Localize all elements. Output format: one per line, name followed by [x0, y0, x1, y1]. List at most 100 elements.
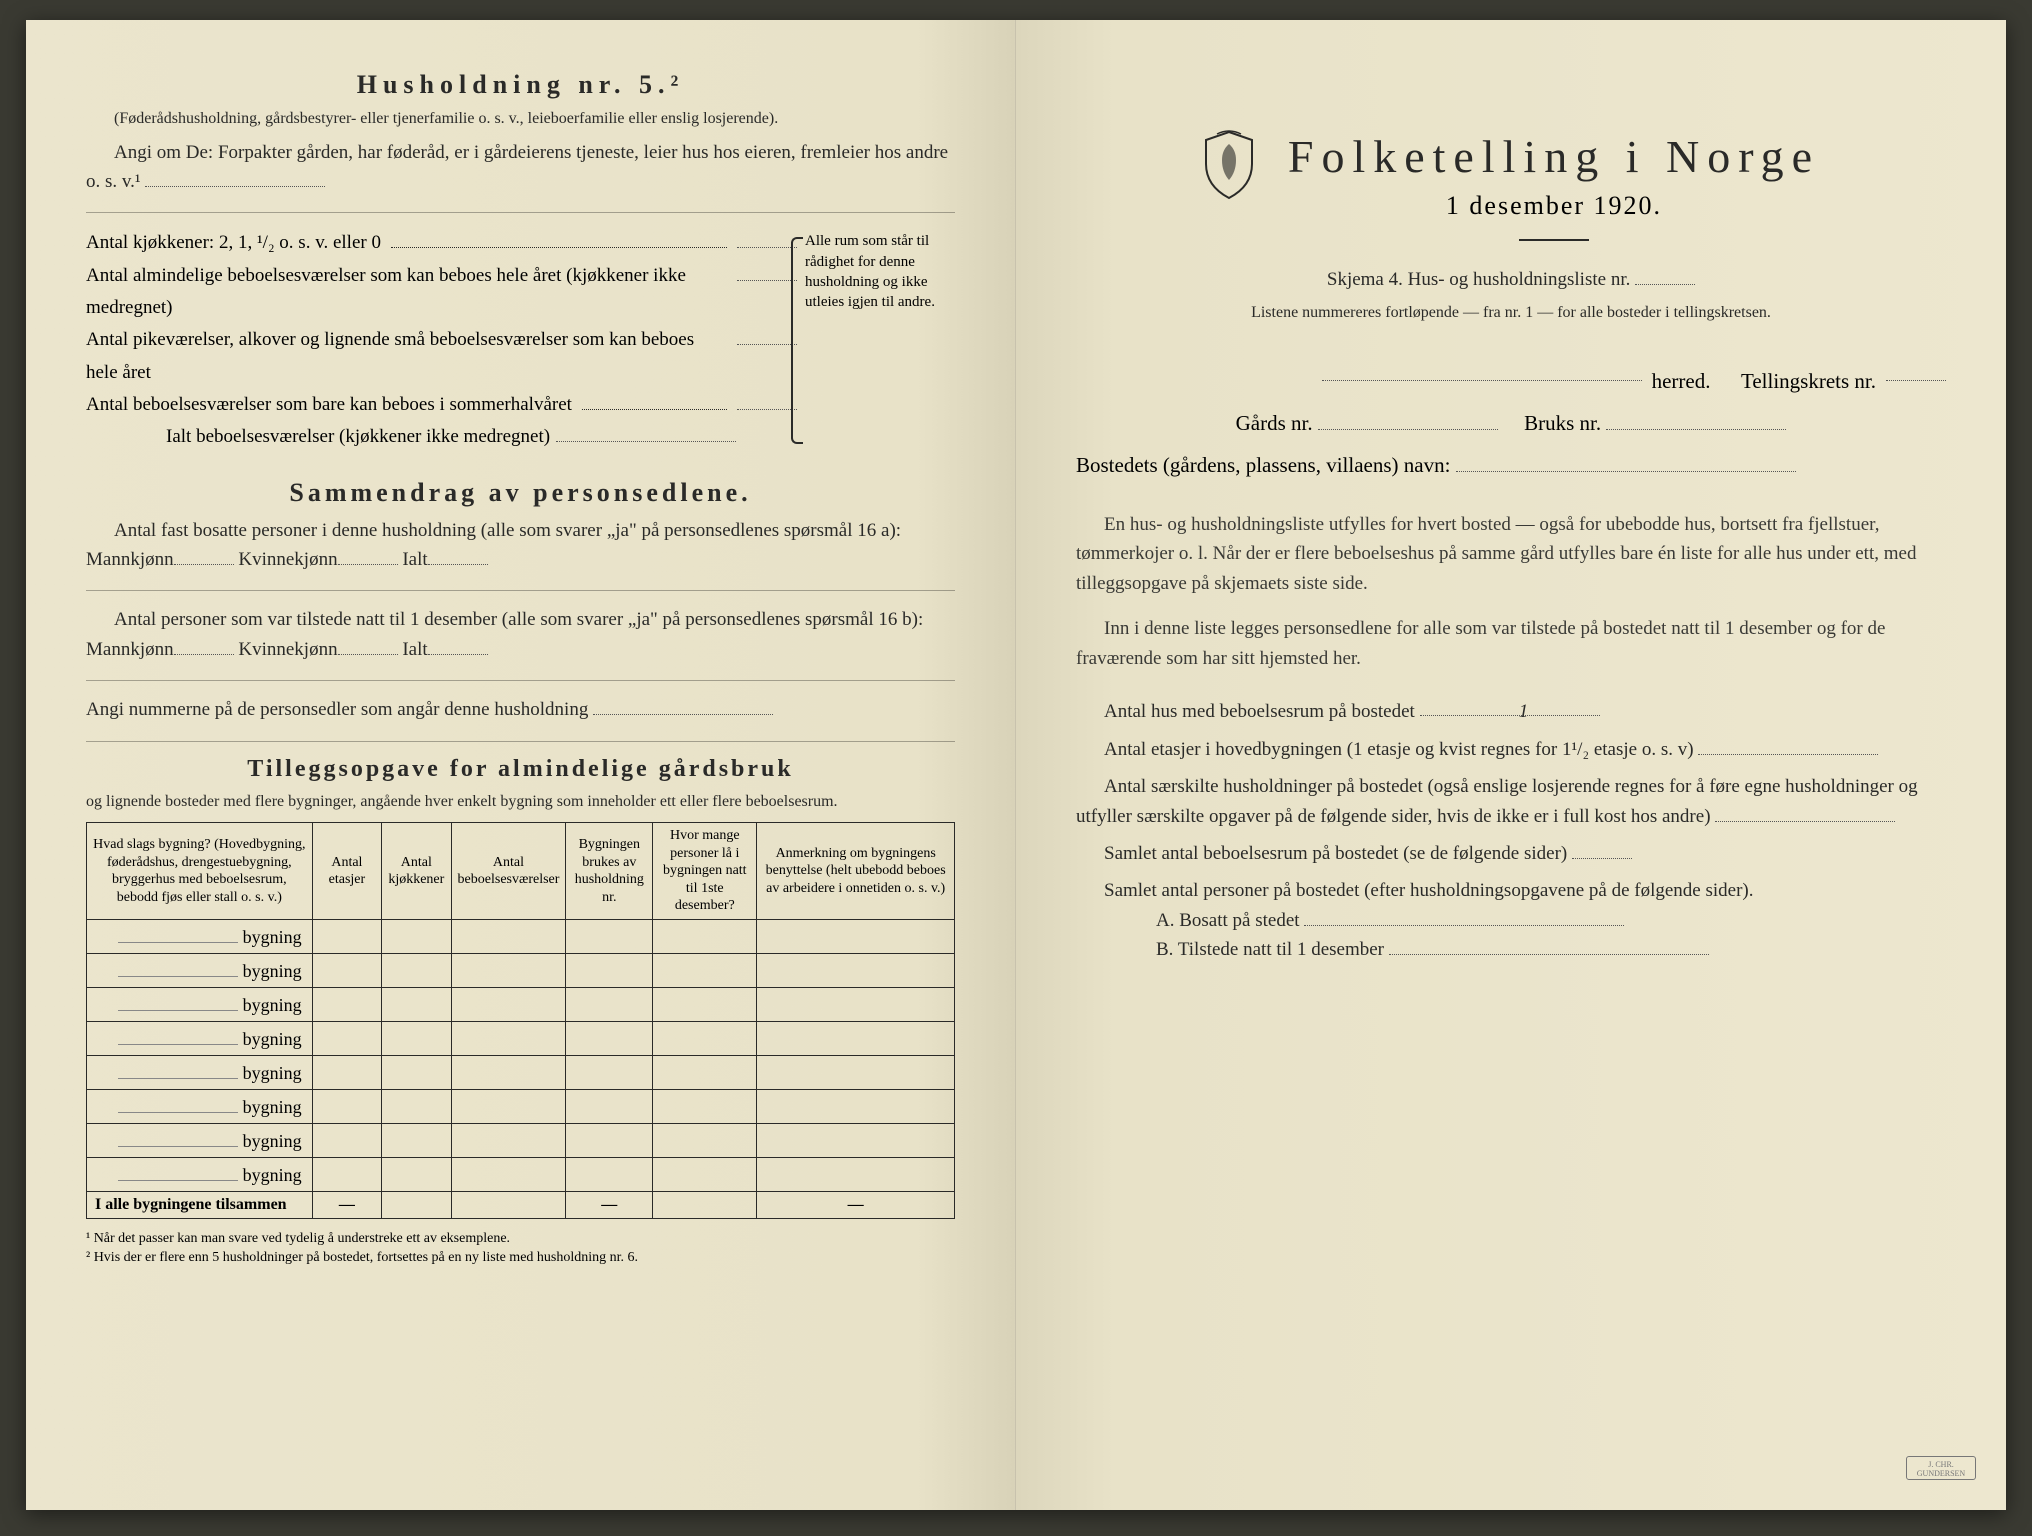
table-cell — [653, 953, 757, 987]
blank-field — [1698, 736, 1878, 755]
table-row: bygning — [87, 987, 955, 1021]
q1: Antal hus med beboelsesrum på bostedet 1 — [1076, 697, 1946, 726]
q1-value: 1 — [1420, 697, 1600, 716]
table-cell — [312, 1055, 381, 1089]
table-row: bygning — [87, 919, 955, 953]
angi-nr-text: Angi nummerne på de personsedler som ang… — [86, 699, 588, 720]
table-cell — [757, 987, 955, 1021]
separator — [86, 212, 955, 213]
row-label-cell: bygning — [87, 1089, 313, 1123]
separator — [86, 590, 955, 591]
table-cell — [312, 1021, 381, 1055]
summary-line2: Antal personer som var tilstede natt til… — [86, 605, 955, 664]
table-cell — [451, 1157, 566, 1191]
left-page: Husholdning nr. 5.² (Føderådshusholdning… — [26, 20, 1016, 1510]
col-4: Bygningen brukes av husholdning nr. — [566, 823, 653, 920]
dots — [582, 393, 727, 410]
row-label-cell: bygning — [87, 953, 313, 987]
blank-field — [174, 546, 234, 565]
table-cell — [312, 919, 381, 953]
dots — [391, 231, 727, 248]
table-cell — [757, 919, 955, 953]
q2: Antal etasjer i hovedbygningen (1 etasje… — [1076, 735, 1946, 764]
table-row: bygning — [87, 1123, 955, 1157]
table-header-row: Hvad slags bygning? (Hovedbygning, føder… — [87, 823, 955, 920]
blank-field — [1456, 451, 1796, 472]
title-row: Folketelling i Norge 1 desember 1920. — [1076, 130, 1946, 265]
qb-text: B. Tilstede natt til 1 desember — [1156, 939, 1384, 960]
table-cell — [566, 919, 653, 953]
brace-note: Alle rum som står til rådighet for denne… — [805, 227, 955, 453]
right-page: Folketelling i Norge 1 desember 1920. Sk… — [1016, 20, 2006, 1510]
table-row: bygning — [87, 1157, 955, 1191]
para2: Inn i denne liste legges personsedlene f… — [1076, 614, 1946, 673]
rooms1-row: Antal almindelige beboelsesværelser som … — [86, 260, 797, 325]
mann-label2: Mannkjønn — [86, 639, 174, 660]
total-cell — [653, 1191, 757, 1218]
table-cell — [653, 1055, 757, 1089]
blank-field — [737, 326, 797, 345]
table-cell — [653, 1021, 757, 1055]
blank-field — [1715, 803, 1895, 822]
ialt-label: Ialt — [402, 549, 427, 570]
table-cell — [653, 1123, 757, 1157]
table-cell — [312, 953, 381, 987]
table-cell — [566, 987, 653, 1021]
coat-of-arms-icon — [1202, 130, 1256, 205]
col-6: Anmerkning om bygningens benyttelse (hel… — [757, 823, 955, 920]
table-row: bygning — [87, 953, 955, 987]
table-cell — [566, 1157, 653, 1191]
kvinne-label2: Kvinnekjønn — [238, 639, 337, 660]
row-label-cell: bygning — [87, 919, 313, 953]
main-title: Folketelling i Norge — [1288, 130, 1820, 183]
title-block: Folketelling i Norge 1 desember 1920. Sk… — [1076, 130, 1946, 324]
rooms3-label: Antal beboelsesværelser som bare kan beb… — [86, 389, 572, 421]
blank-field — [338, 546, 398, 565]
blank-field — [1606, 409, 1786, 430]
skjema-text: Skjema 4. Hus- og husholdningsliste nr. — [1327, 269, 1630, 290]
table-cell — [653, 1157, 757, 1191]
blank-field — [1886, 360, 1946, 381]
mann-label: Mannkjønn — [86, 549, 174, 570]
rooms-block: Antal kjøkkener: 2, 1, ¹/₂ o. s. v. elle… — [86, 227, 955, 453]
separator — [86, 680, 955, 681]
table-cell — [451, 987, 566, 1021]
blank-field — [737, 391, 797, 410]
blank-field — [338, 636, 398, 655]
total-cell: — — [312, 1191, 381, 1218]
table-cell — [382, 987, 451, 1021]
printer-stamp: J. CHR. GUNDERSEN — [1906, 1456, 1976, 1480]
table-cell — [451, 919, 566, 953]
summary-line1-text: Antal fast bosatte personer i denne hush… — [114, 520, 901, 541]
rooms-total-label: Ialt beboelsesværelser (kjøkkener ikke m… — [86, 421, 550, 453]
rooms2-row: Antal pikeværelser, alkover og lignende … — [86, 324, 797, 389]
rooms-left: Antal kjøkkener: 2, 1, ¹/₂ o. s. v. elle… — [86, 227, 797, 453]
blank-field — [428, 546, 488, 565]
table-cell — [382, 953, 451, 987]
col-2: Antal kjøkkener — [382, 823, 451, 920]
q4-text: Samlet antal beboelsesrum på bostedet (s… — [1104, 843, 1567, 864]
table-cell — [566, 1021, 653, 1055]
table-cell — [566, 1089, 653, 1123]
q2-text: Antal etasjer i hovedbygningen (1 etasje… — [1104, 739, 1694, 760]
ialt-label2: Ialt — [402, 639, 427, 660]
table-head: Hvad slags bygning? (Hovedbygning, føder… — [87, 823, 955, 920]
blank-field — [1318, 409, 1498, 430]
col-3: Antal beboelsesværelser — [451, 823, 566, 920]
qb: B. Tilstede natt til 1 desember — [1076, 935, 1946, 964]
total-cell — [451, 1191, 566, 1218]
row-label-cell: bygning — [87, 987, 313, 1021]
gards-label: Gårds nr. — [1236, 411, 1313, 435]
kitchens-label: Antal kjøkkener: 2, 1, ¹/₂ o. s. v. elle… — [86, 227, 381, 259]
angi-line: Angi om De: Forpakter gården, har føderå… — [86, 138, 955, 197]
bosted-line: Bostedets (gårdens, plassens, villaens) … — [1076, 444, 1946, 486]
bygning-table: Hvad slags bygning? (Hovedbygning, føder… — [86, 822, 955, 1219]
rooms2-label: Antal pikeværelser, alkover og lignende … — [86, 324, 717, 389]
blank-field — [1572, 840, 1632, 859]
title-text-block: Folketelling i Norge 1 desember 1920. — [1288, 130, 1820, 265]
row-label-cell: bygning — [87, 1123, 313, 1157]
q1-text: Antal hus med beboelsesrum på bostedet — [1104, 701, 1415, 722]
date-subtitle: 1 desember 1920. — [1288, 191, 1820, 221]
table-cell — [566, 1055, 653, 1089]
tillegg-heading: Tilleggsopgave for almindelige gårdsbruk — [86, 756, 955, 783]
